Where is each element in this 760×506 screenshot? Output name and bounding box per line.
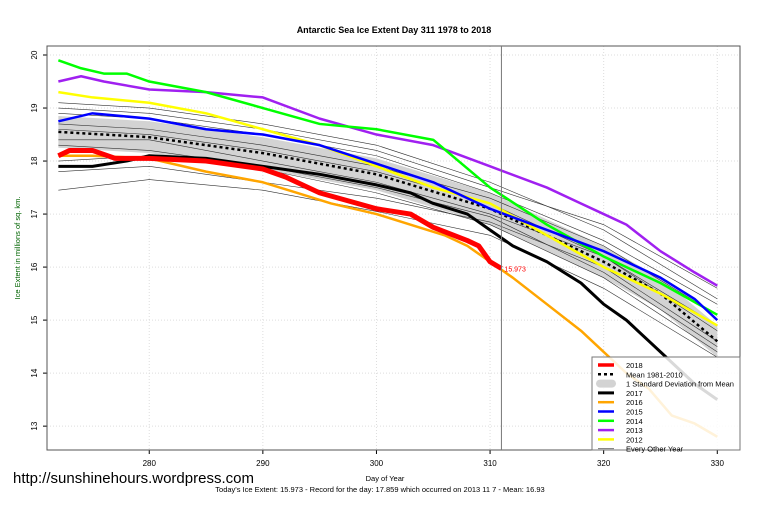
x-tick-label: 310 — [483, 459, 497, 468]
y-tick-label: 19 — [30, 103, 39, 112]
legend-box — [591, 356, 741, 451]
y-axis-label: Ice Extent in millions of sq. km. — [13, 197, 22, 300]
legend-swatch — [596, 379, 616, 388]
legend-label: Mean 1981-2010 — [626, 370, 683, 379]
legend-label: 2016 — [626, 398, 643, 407]
plot-frame — [46, 45, 741, 451]
series-line-2012 — [58, 90, 718, 327]
other-year-line — [58, 102, 718, 300]
y-tick-label: 17 — [30, 209, 39, 218]
y-tick-label: 13 — [30, 421, 39, 430]
series-line-2014 — [57, 59, 718, 316]
series-line-2015 — [58, 112, 719, 322]
current-value-label: 15.973 — [504, 267, 526, 274]
chart-subtitle: Today's Ice Extent: 15.973 - Record for … — [215, 485, 545, 494]
x-tick-label: 320 — [597, 459, 611, 468]
legend-label: 2012 — [626, 435, 643, 444]
legend-label: 2017 — [626, 389, 643, 398]
y-tick-label: 16 — [30, 262, 39, 271]
y-tick-label: 18 — [30, 156, 39, 165]
x-tick-label: 300 — [370, 459, 384, 468]
series-line-2017 — [58, 154, 719, 401]
chart-title: Antarctic Sea Ice Extent Day 311 1978 to… — [297, 25, 492, 35]
legend-label: 1 Standard Deviation from Mean — [626, 380, 734, 389]
y-tick-label: 15 — [30, 315, 39, 324]
x-tick-label: 290 — [256, 459, 270, 468]
x-axis-label: Day of Year — [366, 474, 405, 483]
series-line-2013 — [58, 74, 718, 287]
legend-label: 2014 — [626, 417, 643, 426]
legend-label: Every Other Year — [626, 445, 684, 454]
other-year-line — [58, 144, 718, 347]
y-tick-label: 20 — [30, 50, 39, 59]
legend-label: 2013 — [626, 426, 643, 435]
x-tick-label: 330 — [711, 459, 725, 468]
other-year-line — [58, 107, 718, 289]
y-tick-label: 14 — [30, 368, 39, 377]
x-tick-label: 280 — [143, 459, 157, 468]
watermark-url: http://sunshinehours.wordpress.com — [13, 470, 254, 487]
other-year-line — [58, 179, 718, 358]
series-line-2018 — [57, 147, 503, 271]
legend-label: 2018 — [626, 361, 643, 370]
legend-label: 2015 — [626, 408, 643, 417]
sd-band — [58, 115, 718, 358]
